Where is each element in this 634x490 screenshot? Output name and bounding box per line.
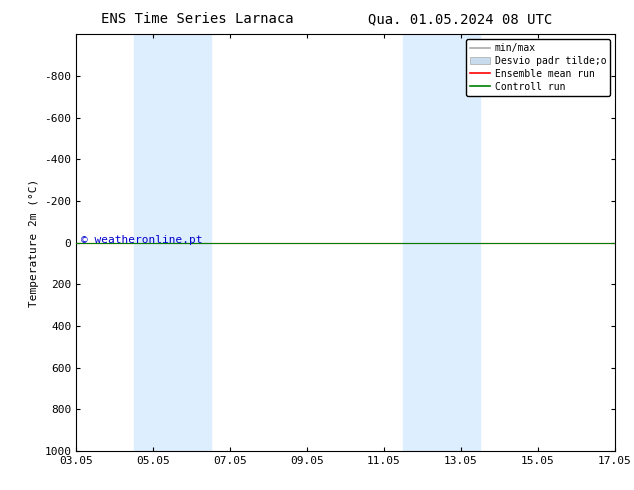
Bar (403, 34, 442, 451)
Text: © weatheronline.pt: © weatheronline.pt (81, 236, 203, 245)
Legend: min/max, Desvio padr tilde;o, Ensemble mean run, Controll run: min/max, Desvio padr tilde;o, Ensemble m… (467, 39, 610, 96)
Bar (442, 34, 480, 451)
Bar (172, 34, 210, 451)
Y-axis label: Temperature 2m (°C): Temperature 2m (°C) (29, 178, 39, 307)
Text: Qua. 01.05.2024 08 UTC: Qua. 01.05.2024 08 UTC (368, 12, 552, 26)
Bar (134, 34, 172, 451)
Text: ENS Time Series Larnaca: ENS Time Series Larnaca (101, 12, 294, 26)
